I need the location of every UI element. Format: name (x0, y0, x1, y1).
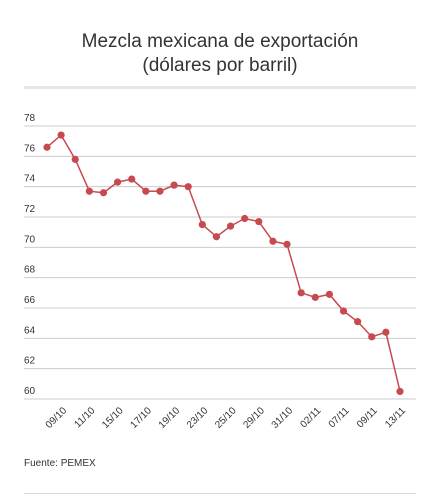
y-tick-label: 66 (24, 295, 36, 306)
y-tick-label: 72 (24, 204, 36, 215)
y-tick-label: 60 (24, 386, 36, 397)
y-tick-label: 70 (24, 234, 36, 245)
gridlines (24, 125, 416, 400)
y-tick-label: 62 (24, 356, 36, 367)
data-point (212, 233, 221, 241)
chart-title-line2: (dólares por barril) (142, 55, 298, 76)
y-tick-label: 74 (24, 174, 36, 185)
x-tick-label: 02/11 (298, 405, 323, 430)
data-point (184, 183, 192, 191)
series-line (46, 133, 401, 392)
y-tick-label: 78 (24, 113, 36, 124)
data-point (71, 155, 79, 163)
x-tick-label: 31/10 (270, 405, 296, 431)
data-point (283, 240, 291, 248)
data-point (382, 328, 390, 336)
data-point (114, 178, 122, 186)
data-point (269, 237, 277, 245)
x-tick-label: 11/10 (73, 405, 98, 430)
x-axis-ticks: 09/10 11/10 15/10 17/10 19/10 23/10 25/10 29/10… (44, 405, 409, 431)
data-point (368, 333, 376, 341)
x-tick-label: 17/10 (128, 405, 154, 431)
data-point (325, 290, 333, 298)
x-tick-label: 07/11 (327, 405, 352, 430)
chart-title-line1: Mezcla mexicana de exportación (81, 31, 359, 52)
y-tick-label: 76 (24, 143, 36, 154)
x-tick-label: 19/10 (157, 405, 183, 431)
footer-divider (24, 493, 416, 494)
series (43, 131, 404, 396)
data-point (241, 214, 249, 223)
data-point (156, 187, 164, 195)
y-tick-label: 68 (24, 265, 36, 276)
data-point (255, 217, 263, 226)
data-point (128, 175, 136, 183)
x-tick-label: 23/10 (185, 405, 211, 431)
x-tick-label: 29/10 (241, 405, 267, 431)
y-tick-label: 64 (24, 325, 36, 336)
x-tick-label: 09/11 (355, 405, 380, 430)
x-tick-label: 13/11 (383, 405, 408, 430)
data-point (354, 318, 362, 326)
x-tick-label: 25/10 (213, 405, 239, 431)
x-tick-label: 15/10 (100, 405, 126, 431)
source-note: Fuente: PEMEX (24, 458, 96, 469)
data-point (226, 222, 235, 230)
y-axis-ticks: 60 62 64 66 68 70 72 74 76 78 (24, 113, 36, 397)
chart-title: Mezcla mexicana de exportación (dólares … (0, 30, 440, 78)
data-point (142, 187, 150, 195)
data-point (198, 220, 206, 229)
data-point (57, 131, 65, 139)
data-point (99, 189, 108, 197)
title-divider (24, 86, 416, 89)
data-point (311, 293, 319, 301)
data-point (170, 181, 178, 189)
data-point (297, 289, 305, 297)
data-point (85, 187, 93, 195)
data-point (339, 307, 348, 315)
data-point (396, 387, 404, 396)
x-tick-label: 09/10 (44, 405, 70, 431)
data-point (43, 143, 51, 151)
